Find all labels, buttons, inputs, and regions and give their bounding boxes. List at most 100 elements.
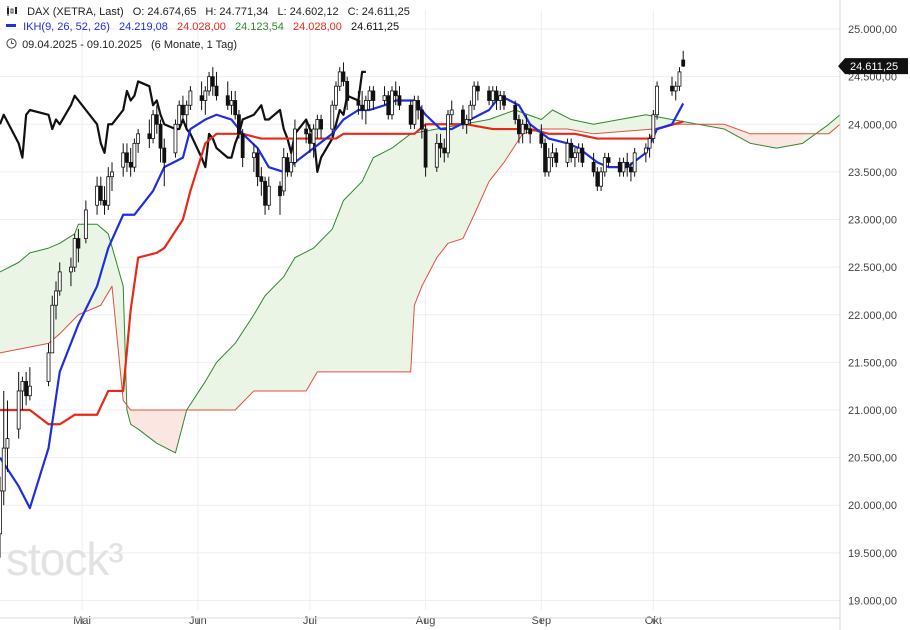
candle[interactable]	[543, 138, 547, 177]
candle[interactable]	[50, 295, 55, 354]
candle[interactable]	[255, 148, 260, 187]
candle[interactable]	[20, 376, 25, 410]
candle[interactable]	[461, 105, 465, 130]
candle[interactable]	[412, 95, 417, 130]
candle[interactable]	[263, 176, 267, 215]
candle[interactable]	[617, 157, 622, 177]
candle[interactable]	[554, 148, 559, 168]
candle[interactable]	[151, 110, 155, 144]
candle[interactable]	[595, 167, 600, 191]
candle[interactable]	[629, 162, 633, 182]
candle[interactable]	[199, 81, 204, 110]
candle[interactable]	[360, 90, 365, 120]
candle[interactable]	[670, 76, 674, 96]
candle[interactable]	[293, 119, 297, 168]
candle[interactable]	[397, 86, 402, 110]
candle[interactable]	[573, 148, 577, 168]
candle[interactable]	[423, 124, 428, 177]
candle[interactable]	[147, 119, 152, 149]
candle[interactable]	[266, 176, 271, 210]
candle[interactable]	[632, 148, 637, 177]
candle[interactable]	[102, 186, 107, 215]
candles[interactable]	[0, 50, 686, 558]
candle[interactable]	[154, 105, 159, 134]
candle[interactable]	[210, 67, 215, 96]
candle[interactable]	[281, 148, 286, 196]
candle[interactable]	[289, 152, 294, 177]
candle[interactable]	[371, 86, 376, 110]
candle[interactable]	[173, 119, 178, 158]
candle[interactable]	[237, 110, 241, 139]
candle[interactable]	[599, 167, 603, 191]
candle[interactable]	[307, 124, 312, 153]
candle[interactable]	[207, 71, 211, 96]
candle[interactable]	[382, 86, 387, 106]
candle[interactable]	[464, 114, 469, 134]
candle[interactable]	[132, 138, 137, 172]
candle[interactable]	[334, 81, 338, 110]
candle[interactable]	[69, 257, 73, 287]
candle[interactable]	[580, 143, 585, 168]
candle[interactable]	[673, 81, 678, 101]
candle[interactable]	[363, 95, 368, 125]
candle[interactable]	[643, 143, 648, 163]
candle[interactable]	[513, 100, 518, 125]
candle[interactable]	[434, 133, 439, 172]
candle[interactable]	[315, 114, 320, 139]
candle[interactable]	[214, 71, 219, 101]
candle[interactable]	[528, 124, 533, 144]
candle[interactable]	[438, 133, 443, 158]
candle[interactable]	[576, 143, 581, 163]
candle[interactable]	[136, 129, 141, 153]
candle[interactable]	[446, 110, 450, 158]
candle[interactable]	[546, 148, 551, 177]
candle[interactable]	[337, 67, 342, 91]
candle[interactable]	[184, 100, 189, 130]
candle[interactable]	[345, 76, 350, 110]
candle[interactable]	[681, 50, 686, 67]
candle[interactable]	[5, 400, 10, 472]
candle[interactable]	[46, 343, 51, 387]
candle[interactable]	[128, 148, 133, 177]
candle[interactable]	[72, 233, 77, 272]
candle[interactable]	[539, 124, 544, 149]
candle[interactable]	[565, 138, 570, 168]
candle[interactable]	[475, 81, 480, 101]
candle[interactable]	[341, 62, 346, 87]
candle[interactable]	[311, 124, 316, 158]
candle[interactable]	[468, 100, 473, 125]
candle[interactable]	[98, 176, 103, 206]
candle[interactable]	[188, 86, 193, 110]
candle[interactable]	[606, 152, 611, 168]
candle[interactable]	[278, 181, 282, 215]
candle[interactable]	[181, 95, 185, 120]
candle[interactable]	[602, 152, 607, 177]
candle[interactable]	[487, 86, 491, 106]
candle[interactable]	[225, 81, 230, 110]
candle[interactable]	[319, 114, 323, 139]
candle[interactable]	[419, 105, 424, 139]
candle[interactable]	[1, 390, 6, 506]
candle[interactable]	[356, 90, 361, 115]
candle[interactable]	[177, 100, 182, 130]
candle[interactable]	[416, 95, 421, 120]
candle[interactable]	[449, 100, 454, 125]
candle[interactable]	[677, 67, 682, 91]
candle[interactable]	[367, 86, 372, 110]
candle[interactable]	[498, 90, 503, 110]
candle[interactable]	[517, 114, 521, 144]
candle[interactable]	[110, 162, 114, 191]
candle[interactable]	[24, 371, 29, 406]
candle[interactable]	[95, 176, 99, 215]
candle[interactable]	[408, 100, 413, 130]
candle[interactable]	[490, 86, 495, 106]
candle[interactable]	[494, 86, 499, 110]
candle[interactable]	[502, 90, 506, 110]
candle[interactable]	[27, 367, 32, 401]
candle[interactable]	[229, 90, 234, 115]
candle[interactable]	[520, 119, 525, 144]
candle[interactable]	[125, 143, 129, 172]
candle[interactable]	[158, 119, 163, 163]
candle[interactable]	[54, 281, 58, 320]
